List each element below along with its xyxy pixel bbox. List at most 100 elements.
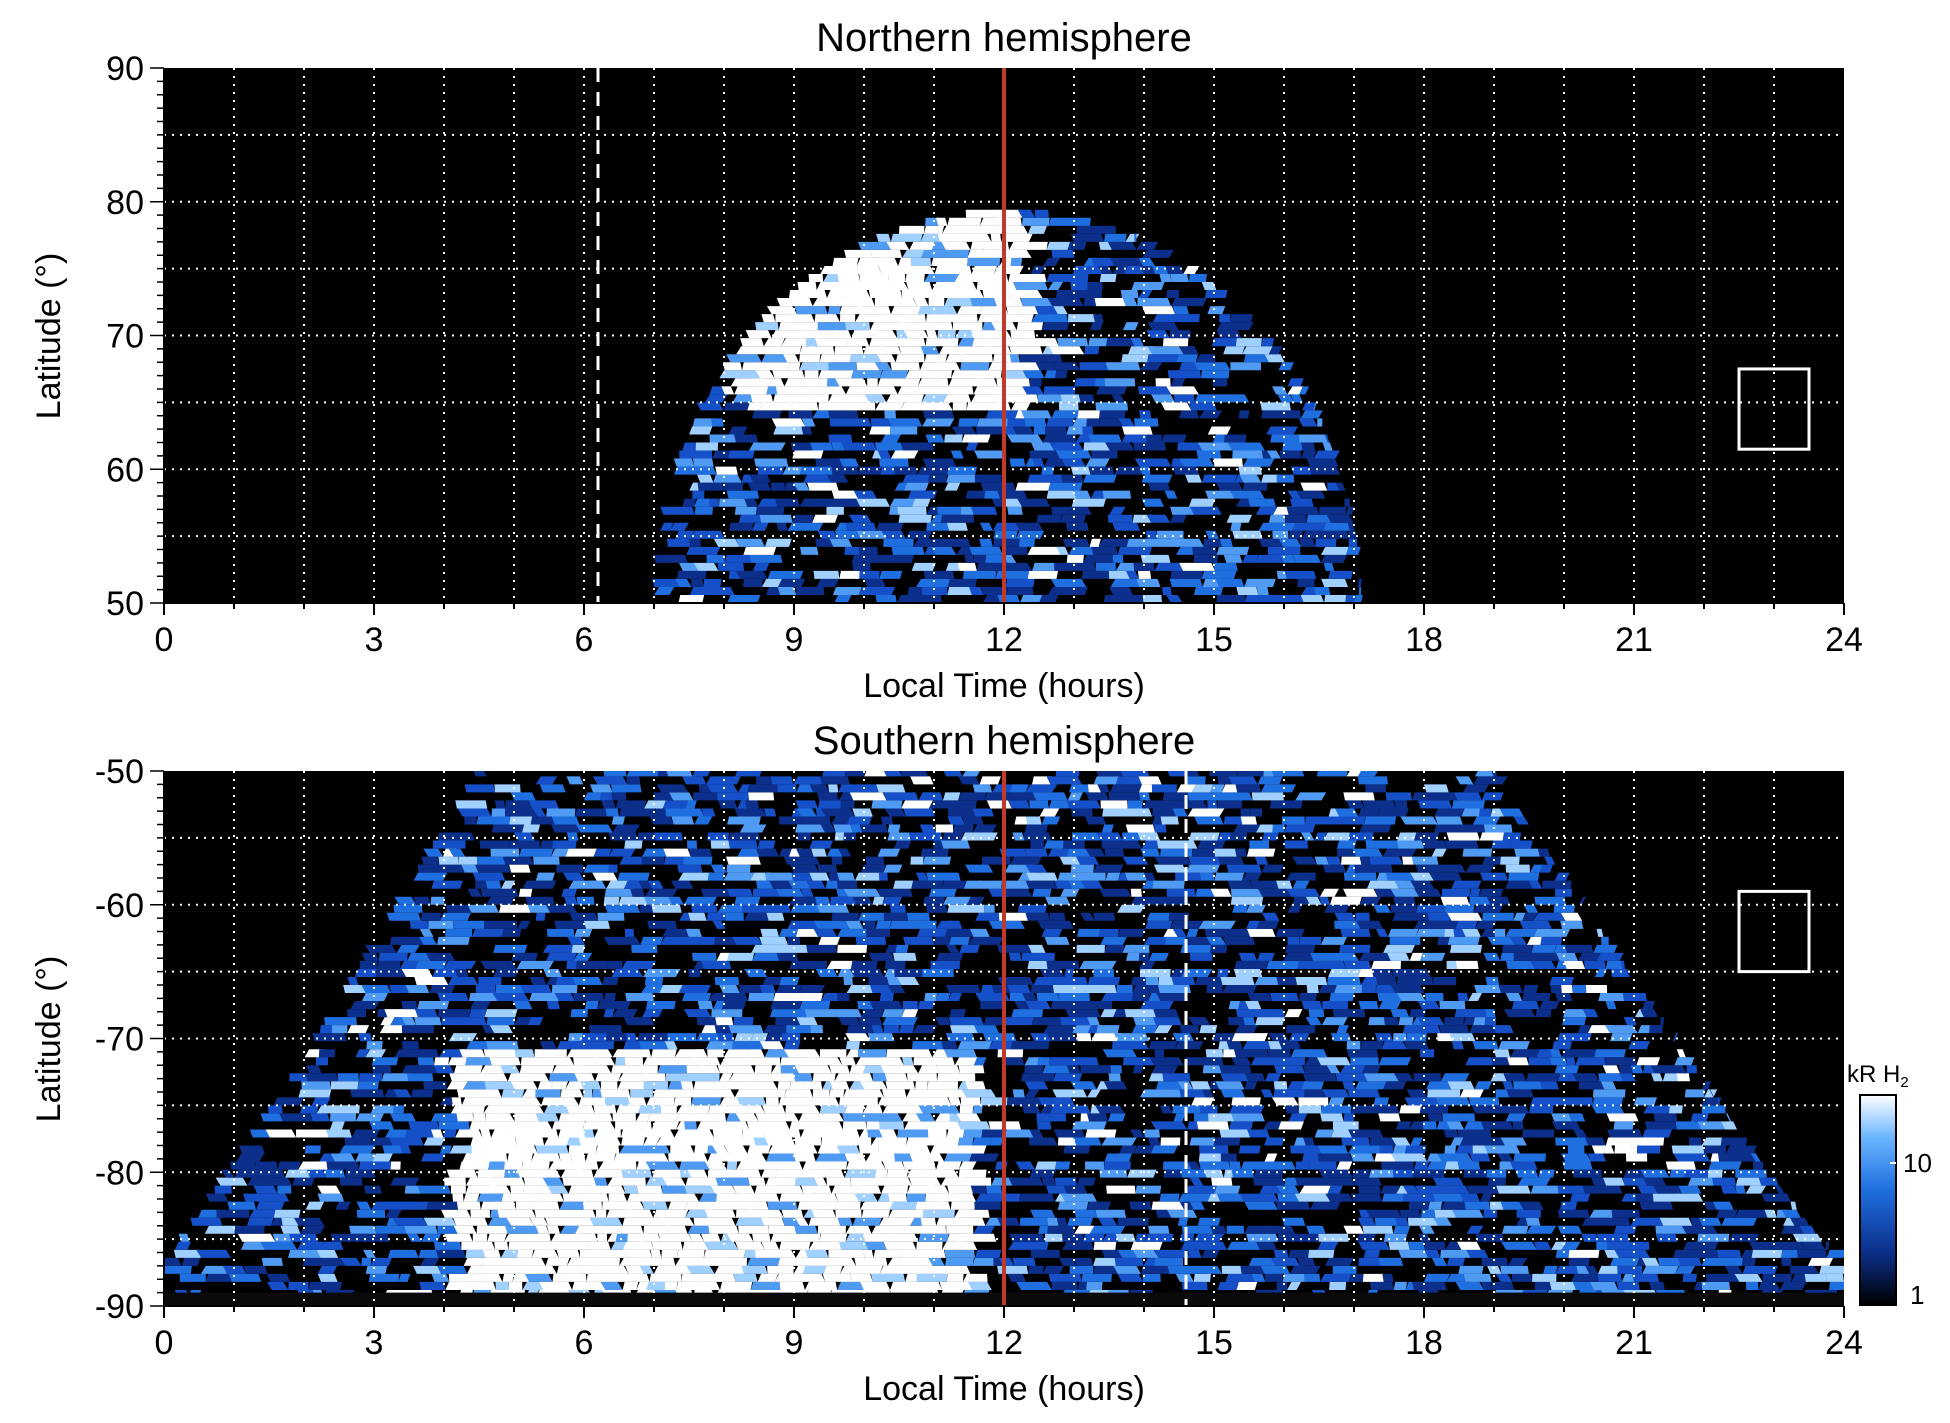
emission-cell: [1052, 985, 1087, 994]
emission-cell: [1432, 1193, 1464, 1202]
emission-cell: [1055, 370, 1068, 379]
emission-cell: [667, 1033, 697, 1042]
emission-cell: [355, 1233, 390, 1242]
emission-cell: [394, 896, 417, 905]
emission-cell: [983, 792, 1015, 801]
emission-cell: [712, 920, 726, 929]
emission-cell: [833, 824, 853, 833]
emission-cell: [933, 840, 944, 849]
emission-cell: [926, 314, 947, 323]
emission-cell: [1554, 1065, 1580, 1074]
emission-cell: [1483, 1209, 1497, 1218]
emission-cell: [1324, 594, 1347, 603]
emission-cell: [898, 257, 914, 266]
emission-cell: [881, 530, 906, 539]
emission-cell: [1701, 1281, 1731, 1290]
emission-cell: [828, 434, 853, 443]
emission-cell: [1117, 546, 1152, 555]
emission-cell: [1053, 306, 1068, 315]
emission-cell: [1041, 816, 1061, 825]
emission-cell: [550, 1081, 568, 1090]
emission-cell: [799, 1001, 815, 1010]
emission-cell: [1024, 824, 1048, 833]
emission-cell: [814, 1177, 827, 1186]
emission-cell: [1455, 1145, 1477, 1154]
emission-cell: [1152, 808, 1178, 817]
emission-cell: [1641, 1257, 1660, 1266]
emission-cell: [661, 1105, 677, 1114]
emission-cell: [1483, 952, 1501, 961]
emission-cell: [877, 346, 902, 355]
emission-cell: [882, 896, 903, 905]
emission-cell: [683, 1009, 712, 1018]
emission-cell: [1449, 944, 1483, 953]
emission-cell: [546, 1001, 560, 1010]
emission-cell: [861, 1009, 884, 1018]
emission-cell: [1451, 1209, 1484, 1218]
emission-cell: [1190, 1057, 1214, 1066]
emission-cell: [1239, 474, 1262, 483]
emission-cell: [734, 506, 757, 515]
emission-cell: [1334, 920, 1361, 929]
emission-cell: [437, 1265, 468, 1274]
x-tick-label: 3: [365, 621, 384, 659]
emission-cell: [1154, 562, 1188, 571]
emission-cell: [1169, 578, 1203, 587]
emission-cell: [1709, 1089, 1715, 1098]
emission-cell: [813, 920, 850, 929]
emission-cell: [864, 771, 889, 777]
emission-cell: [1147, 322, 1179, 331]
emission-cell: [1335, 1073, 1368, 1082]
emission-cell: [720, 1057, 752, 1066]
emission-cell: [1215, 578, 1245, 587]
emission-cell: [1496, 1185, 1531, 1194]
emission-cell: [535, 872, 555, 881]
emission-cell: [1008, 1177, 1044, 1186]
emission-cell: [1300, 482, 1328, 491]
emission-cell: [1152, 314, 1173, 323]
emission-cell: [1098, 928, 1120, 937]
emission-cell: [1302, 1153, 1321, 1162]
emission-cell: [787, 920, 823, 929]
emission-cell: [1050, 578, 1087, 587]
emission-cell: [508, 1241, 527, 1250]
emission-cell: [593, 848, 612, 857]
emission-cell: [1602, 1177, 1625, 1186]
emission-cell: [1114, 466, 1147, 475]
emission-cell: [939, 346, 976, 355]
emission-cell: [1108, 792, 1141, 801]
emission-cell: [815, 538, 834, 547]
emission-cell: [1085, 792, 1109, 801]
emission-cell: [1101, 1249, 1123, 1258]
emission-cell: [1193, 1273, 1211, 1282]
emission-cell: [529, 1217, 549, 1226]
emission-cell: [871, 1025, 884, 1034]
emission-cell: [759, 936, 789, 945]
emission-cell: [1007, 1193, 1021, 1202]
emission-cell: [883, 864, 903, 873]
emission-cell: [380, 1017, 395, 1026]
emission-cell: [805, 1249, 829, 1258]
emission-cell: [306, 1169, 327, 1178]
emission-cell: [967, 896, 985, 905]
emission-cell: [989, 1137, 1004, 1146]
emission-cell: [1539, 1081, 1560, 1090]
emission-cell: [1341, 1137, 1370, 1146]
emission-cell: [204, 1225, 239, 1234]
emission-cell: [1077, 800, 1101, 809]
emission-cell: [1096, 386, 1128, 395]
emission-cell: [501, 928, 522, 937]
emission-cell: [1264, 1273, 1283, 1282]
emission-cell: [511, 952, 538, 961]
emission-cell: [1090, 872, 1106, 881]
emission-cell: [1299, 538, 1316, 547]
emission-cell: [715, 1201, 743, 1210]
emission-cell: [685, 928, 703, 937]
emission-cell: [441, 1209, 471, 1218]
emission-cell: [489, 1057, 521, 1066]
emission-cell: [1534, 1281, 1552, 1290]
emission-cell: [906, 1089, 941, 1098]
emission-cell: [898, 225, 925, 234]
emission-cell: [583, 1089, 593, 1098]
emission-cell: [801, 418, 816, 427]
